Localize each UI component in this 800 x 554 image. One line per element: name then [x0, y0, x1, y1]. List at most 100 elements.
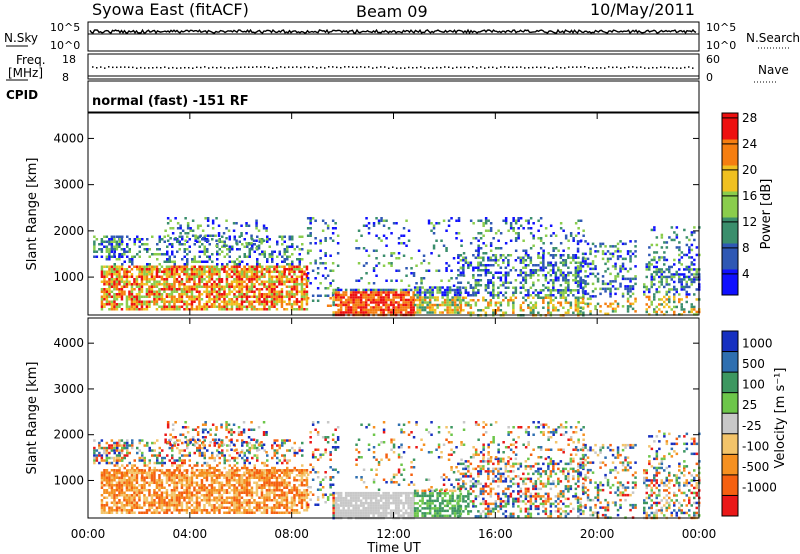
range-cell — [685, 280, 688, 284]
range-cell — [245, 308, 249, 311]
range-cell — [95, 250, 99, 253]
freq-point — [132, 66, 134, 69]
range-cell — [233, 273, 236, 276]
range-cell — [118, 469, 121, 472]
range-cell — [180, 295, 184, 298]
range-cell — [248, 491, 251, 494]
range-cell — [108, 280, 111, 283]
range-cell — [532, 271, 535, 274]
range-cell — [650, 280, 653, 284]
range-cell — [688, 310, 691, 314]
range-cell — [108, 250, 111, 253]
range-cell — [329, 304, 332, 307]
range-cell — [357, 306, 360, 309]
range-cell — [539, 237, 543, 240]
range-cell — [275, 471, 279, 474]
freq-point — [304, 66, 306, 68]
range-cell — [650, 285, 653, 289]
range-cell — [295, 275, 299, 278]
range-cell — [273, 303, 276, 306]
range-cell — [125, 501, 129, 504]
freq-point — [528, 66, 530, 69]
range-cell — [303, 499, 306, 502]
range-cell — [153, 275, 156, 278]
range-cell — [178, 288, 181, 291]
range-cell — [382, 296, 385, 299]
range-cell — [445, 247, 448, 250]
range-cell — [275, 293, 279, 296]
range-cell — [693, 293, 696, 296]
range-cell — [168, 476, 171, 479]
range-cell — [118, 293, 121, 296]
range-cell — [268, 479, 271, 482]
range-cell — [569, 232, 573, 235]
range-cell — [507, 274, 510, 277]
range-cell — [225, 496, 229, 499]
range-cell — [108, 446, 111, 450]
range-cell — [514, 269, 518, 272]
range-cell — [524, 249, 528, 252]
range-cell — [616, 275, 620, 278]
range-cell — [650, 263, 653, 266]
range-cell — [456, 286, 459, 289]
freq-point — [280, 66, 282, 68]
range-cell — [472, 311, 475, 314]
range-cell — [225, 501, 229, 504]
range-cell — [290, 486, 294, 489]
range-cell — [374, 308, 378, 312]
range-cell — [288, 270, 291, 273]
range-cell — [145, 476, 149, 479]
range-cell — [110, 290, 114, 293]
range-cell — [105, 461, 109, 465]
range-cell — [105, 275, 109, 278]
range-cell — [690, 305, 693, 309]
range-cell — [143, 308, 146, 311]
range-cell — [248, 268, 251, 271]
range-cell — [316, 267, 320, 270]
range-cell — [256, 258, 259, 261]
range-cell — [221, 263, 224, 266]
range-cell — [544, 286, 548, 289]
range-cell — [576, 285, 580, 288]
range-cell — [185, 491, 189, 494]
range-cell — [231, 245, 234, 248]
range-cell — [203, 305, 206, 308]
range-cell — [524, 271, 528, 274]
range-cell — [205, 285, 209, 288]
range-cell — [688, 265, 691, 269]
freq-point — [316, 67, 318, 69]
range-cell — [193, 506, 196, 509]
range-cell — [410, 272, 413, 275]
range-cell — [574, 309, 578, 312]
range-cell — [218, 504, 221, 507]
freq-point — [332, 66, 334, 68]
range-cell — [195, 283, 199, 286]
range-cell — [185, 273, 189, 276]
range-cell — [303, 509, 306, 512]
range-cell — [423, 298, 427, 302]
range-cell — [155, 265, 159, 268]
range-cell — [527, 304, 530, 307]
range-cell — [211, 219, 215, 222]
range-cell — [397, 269, 401, 272]
range-cell — [339, 296, 343, 299]
range-cell — [379, 296, 383, 299]
range-cell — [278, 278, 281, 281]
range-cell — [178, 491, 181, 494]
range-cell — [215, 285, 219, 288]
range-cell — [163, 270, 166, 273]
range-cell — [193, 481, 196, 484]
range-cell — [198, 260, 201, 263]
range-cell — [542, 261, 545, 264]
range-cell — [125, 273, 129, 276]
range-cell — [225, 275, 229, 278]
range-cell — [143, 499, 146, 502]
range-cell — [352, 308, 355, 312]
range-cell — [436, 288, 439, 292]
range-cell — [126, 444, 129, 447]
range-cell — [611, 252, 615, 256]
range-cell — [477, 274, 480, 277]
range-cell — [477, 309, 480, 312]
range-cell — [151, 253, 154, 256]
range-cell — [168, 305, 171, 308]
